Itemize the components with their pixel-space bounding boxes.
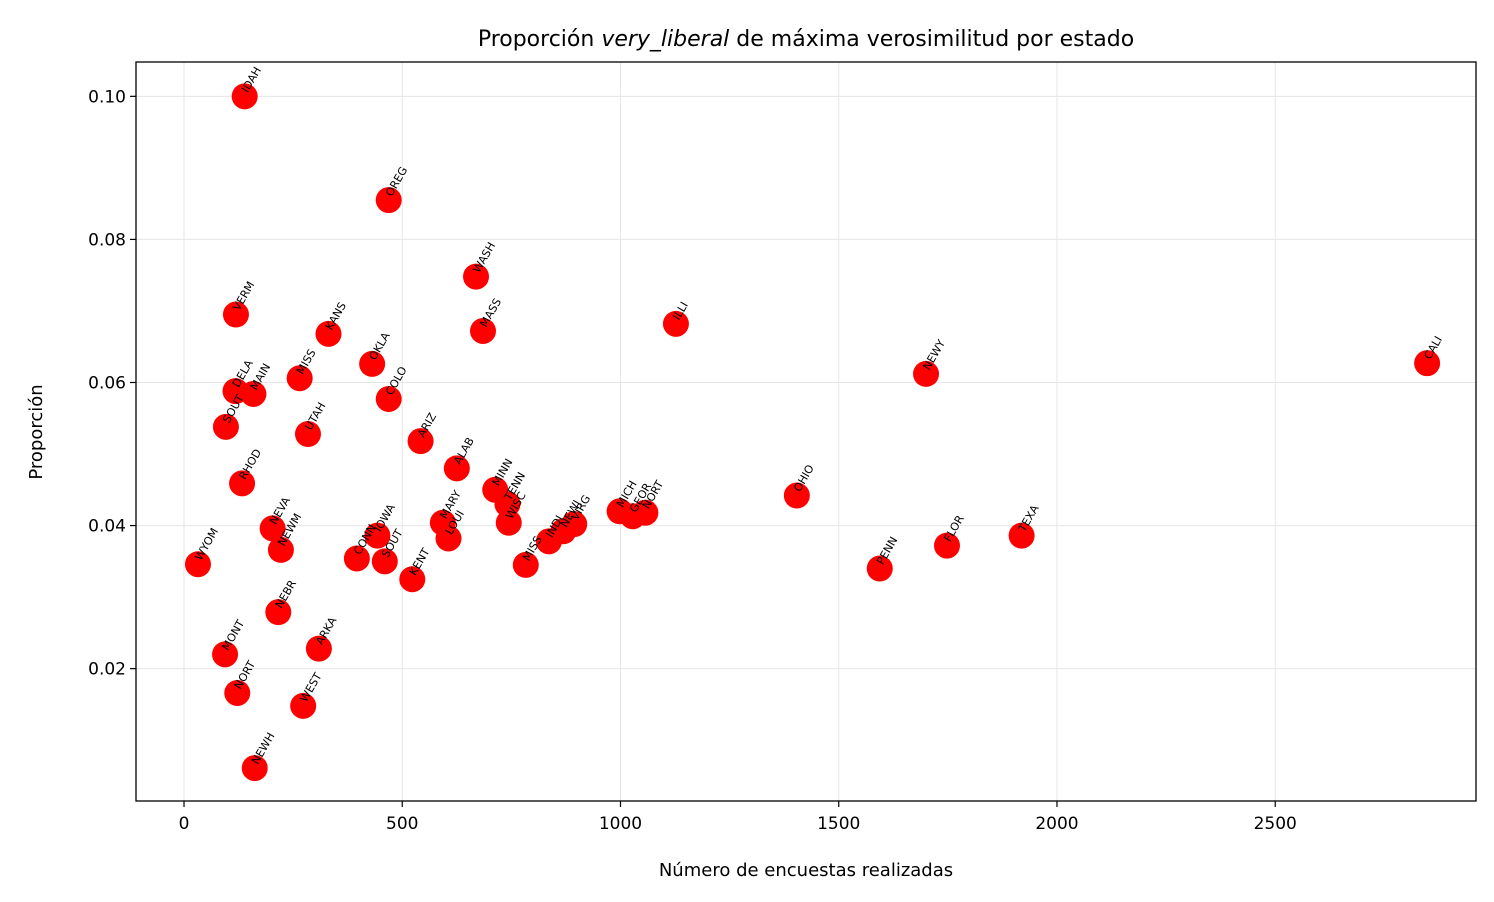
data-point <box>364 522 391 549</box>
data-point <box>305 635 332 662</box>
data-point <box>375 385 402 412</box>
data-point <box>286 365 313 392</box>
point-label: PENN <box>874 534 900 567</box>
data-point <box>184 551 211 578</box>
y-tick-label: 0.06 <box>88 373 126 393</box>
point-label: KANS <box>323 300 349 332</box>
point-label: OKLA <box>366 330 392 363</box>
point-label: WASH <box>470 240 498 275</box>
point-label: WEST <box>298 670 325 704</box>
data-point <box>224 679 251 706</box>
data-point <box>267 536 294 563</box>
data-point <box>866 555 893 582</box>
x-tick-label: 0 <box>179 814 190 834</box>
point-label: OHIO <box>791 462 817 494</box>
data-point <box>495 509 522 536</box>
data-point <box>222 301 249 328</box>
data-point <box>783 482 810 509</box>
data-point <box>212 641 239 668</box>
point-label: KENT <box>407 546 433 578</box>
data-point <box>265 599 292 626</box>
data-point <box>632 499 659 526</box>
data-point <box>241 755 268 782</box>
data-point <box>463 263 490 290</box>
y-axis-ticks: 0.02 0.04 0.06 0.08 0.10 <box>88 87 136 680</box>
data-point <box>290 692 317 719</box>
data-point <box>399 566 426 593</box>
y-axis-label: Proporción <box>26 384 47 479</box>
point-label: MASS <box>477 296 504 329</box>
y-tick-label: 0.10 <box>88 87 126 107</box>
point-label: ARKA <box>313 614 339 647</box>
data-point <box>535 528 562 555</box>
x-axis-label: Número de encuestas realizadas <box>659 860 953 881</box>
data-point <box>662 310 689 337</box>
data-point <box>512 551 539 578</box>
point-label: NEWY <box>920 337 948 372</box>
data-point <box>343 545 370 572</box>
x-tick-label: 2500 <box>1254 814 1297 834</box>
data-point <box>231 83 258 110</box>
x-tick-label: 500 <box>386 814 418 834</box>
data-point <box>913 360 940 387</box>
data-point <box>371 548 398 575</box>
data-point <box>375 187 402 214</box>
data-point <box>359 350 386 377</box>
x-tick-label: 2000 <box>1035 814 1078 834</box>
x-tick-label: 1000 <box>599 814 642 834</box>
data-point <box>259 515 286 542</box>
point-label: NEBR <box>273 578 300 611</box>
data-points <box>184 83 1441 782</box>
data-point <box>212 413 239 440</box>
point-label: MONT <box>219 617 247 652</box>
y-tick-label: 0.02 <box>88 660 126 680</box>
y-tick-label: 0.04 <box>88 517 126 537</box>
data-point <box>470 317 497 344</box>
point-label: TEXA <box>1015 502 1041 535</box>
data-point <box>435 525 462 552</box>
point-label: IDAH <box>239 65 264 95</box>
x-tick-label: 1500 <box>817 814 860 834</box>
data-point <box>1008 522 1035 549</box>
data-point <box>407 428 434 455</box>
data-point <box>494 491 521 518</box>
point-label: RHOD <box>236 447 264 482</box>
point-label: ALAB <box>451 435 477 467</box>
point-label: FLOR <box>941 513 967 544</box>
point-label: UTAH <box>302 400 328 432</box>
point-label: NORT <box>232 658 259 691</box>
point-label: CALI <box>1421 334 1445 362</box>
grid-lines <box>136 62 1476 801</box>
point-label: MISS <box>294 347 319 377</box>
point-label: ARIZ <box>415 410 439 439</box>
data-point <box>1414 350 1441 377</box>
data-point <box>443 455 470 482</box>
data-point <box>240 380 267 407</box>
point-label: NEWH <box>249 730 277 766</box>
point-label: OREG <box>383 165 410 199</box>
plot-frame <box>135 61 1477 802</box>
data-point <box>933 532 960 559</box>
point-label: VERM <box>230 279 257 313</box>
x-axis-ticks: 0 500 1000 1500 2000 2500 <box>179 801 1297 834</box>
point-label: COLO <box>383 364 410 397</box>
y-tick-label: 0.08 <box>88 230 126 250</box>
data-point <box>315 320 342 347</box>
data-point <box>294 421 321 448</box>
chart-title: Proporción very_liberal de máxima verosi… <box>478 27 1134 52</box>
point-label: WYOM <box>192 526 221 563</box>
data-point <box>229 470 256 497</box>
